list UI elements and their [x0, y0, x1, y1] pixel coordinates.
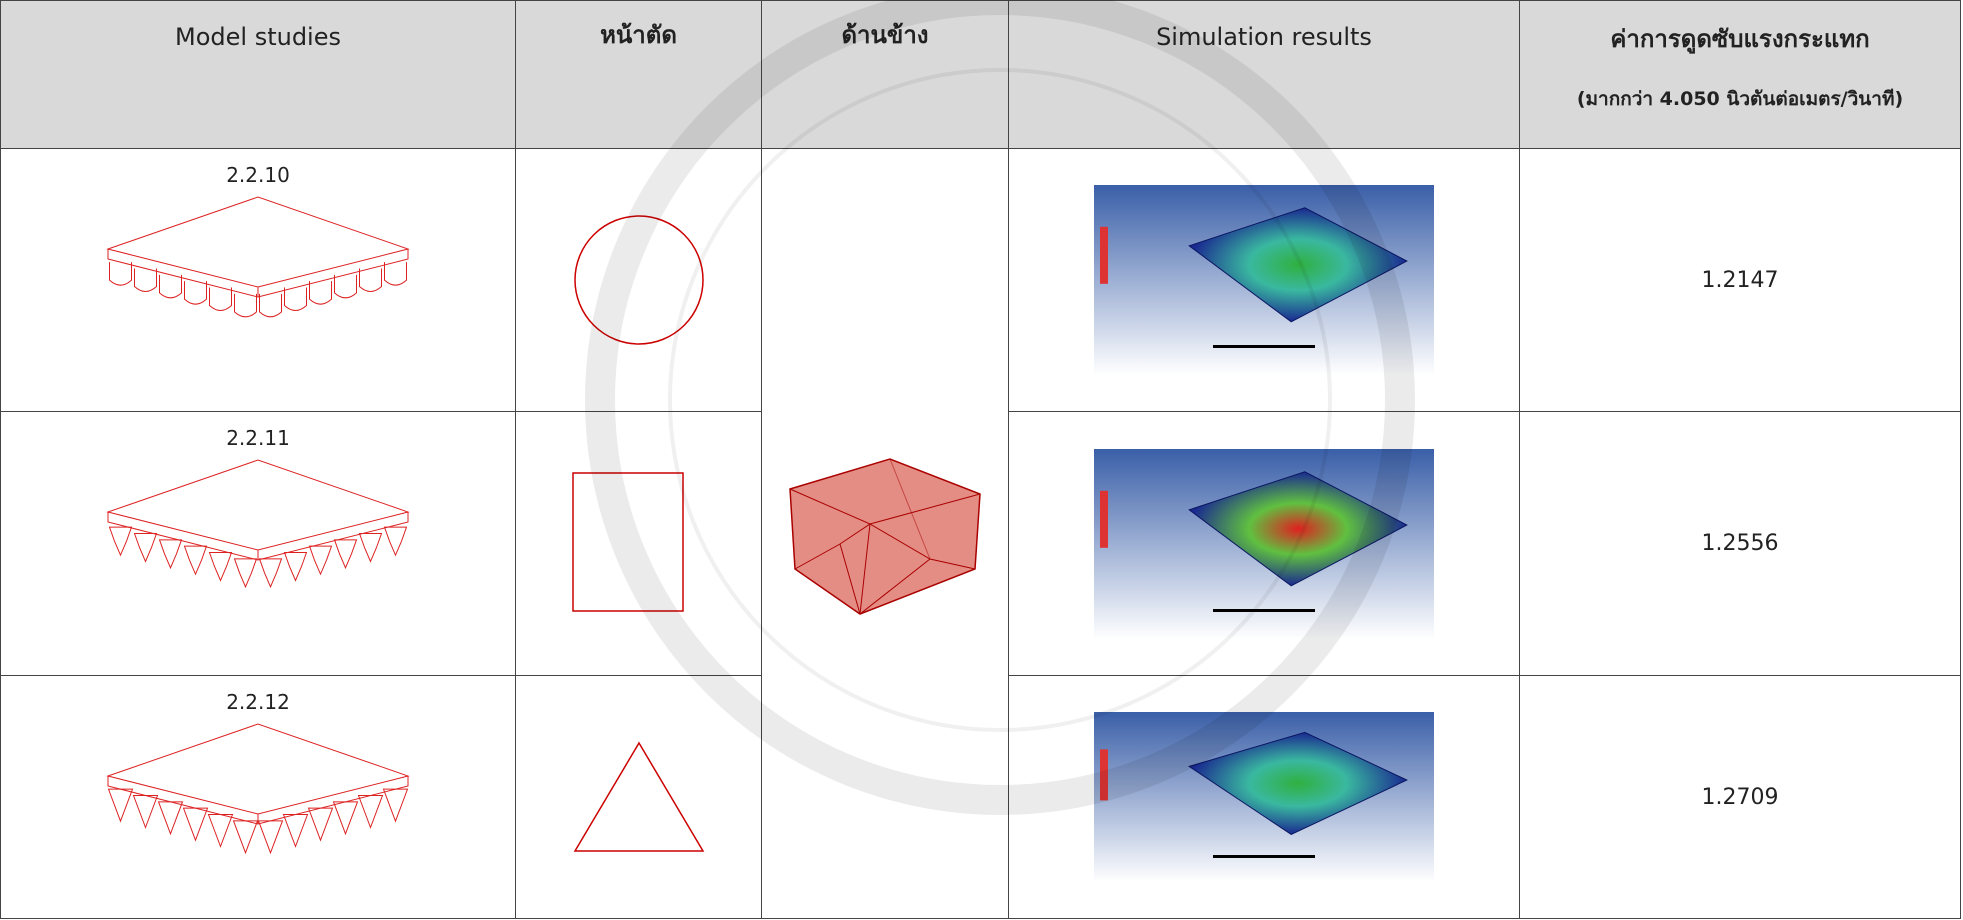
leg: [259, 293, 282, 318]
header-text: Model studies: [175, 23, 341, 51]
model-cell: 2.2.11: [0, 411, 516, 676]
sim-plate: [1188, 207, 1408, 323]
leg: [232, 820, 259, 855]
sim-cell: [1008, 411, 1520, 676]
leg: [184, 281, 207, 305]
sim-legend: [1100, 490, 1108, 548]
leg: [233, 558, 258, 589]
leg: [132, 795, 159, 829]
simulation-image: [1094, 712, 1434, 882]
leg: [357, 795, 384, 829]
section-cell: [515, 411, 762, 676]
slab-top: [106, 196, 410, 288]
leg: [207, 814, 234, 848]
leg: [183, 545, 208, 576]
leg: [332, 801, 359, 836]
header-text: ด้านข้าง: [841, 21, 929, 49]
leg: [109, 262, 132, 286]
sim-legend: [1100, 226, 1108, 284]
leg: [258, 558, 283, 589]
leg: [283, 552, 308, 582]
sim-cell: [1008, 675, 1520, 919]
sim-plate: [1188, 731, 1408, 835]
leg: [182, 807, 209, 842]
absorption-value: 1.2147: [1701, 267, 1779, 293]
header-cell: Model studies: [0, 0, 516, 149]
leg: [108, 526, 133, 557]
model-drawing: [106, 459, 410, 589]
leg: [333, 539, 358, 570]
row: 2.2.11 1.2556: [0, 411, 1961, 676]
leg: [107, 788, 134, 823]
section-cell: [515, 675, 762, 919]
leg: [282, 814, 309, 848]
leg: [158, 539, 183, 570]
leg: [134, 268, 157, 292]
value-cell: 1.2556: [1519, 411, 1961, 676]
leg: [358, 533, 383, 563]
simulation-image: [1094, 185, 1434, 375]
model-id: 2.2.11: [226, 426, 290, 450]
leg: [208, 552, 233, 582]
leg: [308, 545, 333, 576]
absorption-value: 1.2556: [1701, 531, 1779, 556]
leg: [383, 526, 408, 557]
leg: [334, 274, 357, 299]
header-text: Simulation results: [1156, 23, 1372, 51]
leg: [257, 820, 284, 855]
row: 2.2.10 1.2147: [0, 148, 1961, 919]
leg: [133, 533, 158, 563]
side-view: [789, 457, 981, 615]
leg: [209, 287, 232, 311]
slab-top: [106, 723, 410, 815]
value-cell: 1.2147: [1519, 148, 1961, 412]
leg: [307, 807, 334, 842]
side-cell: [761, 148, 1009, 919]
header-text: หน้าตัด: [600, 21, 677, 49]
leg: [309, 281, 332, 305]
simulation-image: [1094, 448, 1434, 639]
header-row: Model studies หน้าตัด ด้านข้าง Simulatio…: [0, 0, 1961, 149]
section-circle: [573, 215, 704, 345]
leg: [382, 788, 409, 823]
row: 2.2.12 1.2709: [0, 675, 1961, 919]
slab-top: [106, 459, 410, 551]
section-cell: [515, 148, 762, 412]
section-square: [571, 471, 684, 612]
absorption-value: 1.2709: [1701, 784, 1779, 810]
model-drawing: [106, 723, 410, 855]
model-id: 2.2.10: [226, 163, 290, 187]
leg: [157, 801, 184, 836]
header-note: (มากกว่า 4.050 นิวตันต่อเมตร/วินาที): [1576, 88, 1904, 110]
model-cell: 2.2.12: [0, 675, 516, 919]
model-drawing: [106, 196, 410, 318]
leg: [159, 274, 182, 299]
header-cell: Simulation results: [1008, 0, 1520, 149]
model-id: 2.2.12: [226, 690, 290, 714]
model-cell: 2.2.10: [0, 148, 516, 412]
leg: [359, 268, 382, 292]
header-cell: ค่าการดูดซับแรงกระแทก (มากกว่า 4.050 นิวต…: [1519, 0, 1961, 149]
header-cell: ด้านข้าง: [761, 0, 1009, 149]
sim-cell: [1008, 148, 1520, 412]
leg: [384, 262, 407, 286]
section-triangle: [573, 741, 704, 852]
sim-legend: [1100, 749, 1108, 801]
sim-plate: [1188, 470, 1408, 586]
header-text: ค่าการดูดซับแรงกระแทก: [1610, 25, 1870, 53]
leg: [234, 293, 257, 318]
header-cell: หน้าตัด: [515, 0, 762, 149]
leg: [284, 287, 307, 311]
value-cell: 1.2709: [1519, 675, 1961, 919]
